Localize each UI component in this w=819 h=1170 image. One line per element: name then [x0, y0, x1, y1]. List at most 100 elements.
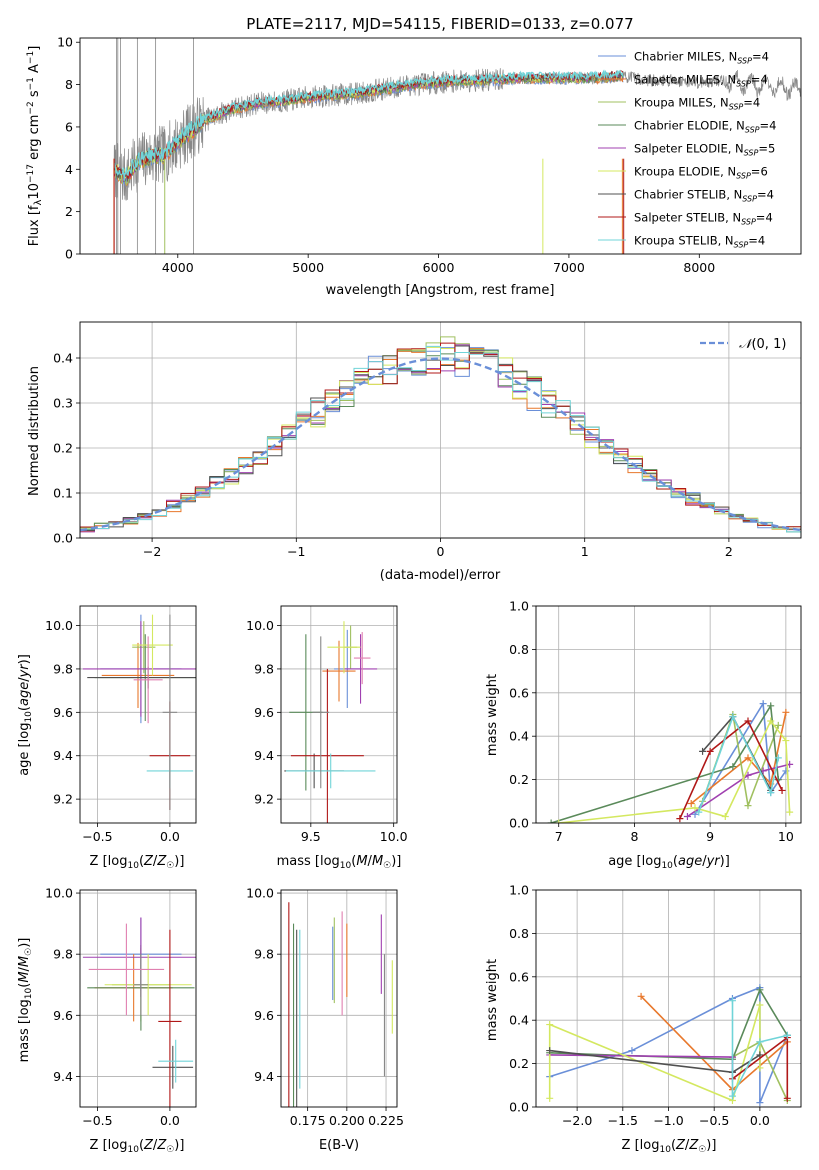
legend-entry-label: Chabrier ELODIE, NSSP=4 — [634, 119, 776, 135]
mass-weight-line — [558, 719, 791, 823]
spectrum-xtick-label: 4000 — [162, 260, 194, 275]
residuals-y-label: Normed distribution — [27, 366, 42, 496]
mass-weight-marker — [546, 1094, 554, 1102]
mass-weight-marker — [782, 708, 790, 716]
spectrum-x-label: wavelength [Angstrom, rest frame] — [326, 283, 555, 298]
legend-entry-ssp: SSP — [745, 126, 760, 135]
mass-weight-marker — [759, 700, 767, 708]
age-vs-mass-x-label: mass [log10(M/M☉)] — [277, 854, 402, 871]
massweight_vs_Z-xtick-label: −1.5 — [608, 1113, 638, 1128]
mass_vs_ebv-ytick-label: 9.8 — [254, 947, 274, 962]
residuals-ytick-label: 0.0 — [53, 531, 73, 546]
massweight_vs_Z-marks — [546, 984, 791, 1107]
massweight-vs-age-axes-frame: 7 8 9 10 0.0 0.2 0.4 0.6 0.8 1.0 — [509, 599, 802, 844]
massweight_vs_Z-ytick-label: 0.0 — [509, 1100, 529, 1115]
legend-entry-nssp: 4 — [760, 73, 767, 87]
age_vs_Z-spines — [79, 605, 197, 824]
massweight_vs_Z-xtick-label: 0.0 — [750, 1113, 770, 1128]
mass-weight-marker — [687, 799, 695, 807]
legend-entry-ssp: SSP — [736, 172, 751, 181]
massweight_vs_age-xtick-label: 9 — [706, 829, 714, 844]
mass_vs_ebv-grid — [281, 890, 397, 1107]
mass-vs-z-x-label: Z [log10(Z/Z☉)] — [90, 1138, 185, 1155]
legend-entry-n: , N — [713, 96, 729, 110]
legend-entry-nssp: 6 — [760, 165, 767, 179]
age_vs_Z-grid — [80, 606, 196, 823]
age-vs-mass-plot-area — [281, 606, 397, 823]
age_vs_Z-marks — [82, 614, 196, 810]
residuals-panel: −2 −1 0 1 2 0.0 0.1 0.2 0.3 0.4 (data-model)/erro… — [27, 321, 802, 583]
spectrum-y-label: Flux [fλ10−17 erg cm−2 s−1 A−1] — [26, 46, 44, 247]
mass-weight-marker — [783, 1094, 791, 1102]
massweight_vs_Z-ytick-label: 1.0 — [509, 883, 529, 898]
mass_vs_Z-xtick-label: −0.5 — [82, 1113, 112, 1128]
normal-curve-line — [80, 357, 801, 532]
massweight_vs_Z-xtick-label: −1.0 — [653, 1113, 683, 1128]
mass-weight-line — [731, 1000, 788, 1097]
mass-weight-marker — [555, 819, 563, 823]
legend-entry-name: Kroupa ELODIE — [634, 165, 720, 179]
legend-entry-eq: = — [751, 165, 761, 179]
residuals-x-label: (data-model)/error — [380, 568, 501, 583]
massweight_vs_age-ytick-label: 0.6 — [509, 685, 529, 700]
mass_vs_Z-ytick-label: 9.6 — [53, 1008, 73, 1023]
legend-entry-eq: = — [758, 142, 768, 156]
mass-weight-marker — [767, 789, 775, 797]
massweight_vs_age-ytick-label: 0.8 — [509, 642, 529, 657]
age_vs_Z-xtick-label: −0.5 — [82, 829, 112, 844]
residuals-xtick-label: 1 — [581, 544, 589, 559]
mass-weight-marker — [628, 1047, 636, 1055]
legend-entry-ssp: SSP — [734, 241, 749, 250]
legend-entry-n: , N — [726, 188, 742, 202]
residuals-plot-area — [80, 322, 801, 539]
legend-entry-n: , N — [721, 50, 737, 64]
mass-weight-marker — [546, 1021, 554, 1029]
massweight_vs_age-ytick-label: 0.2 — [509, 772, 529, 787]
mass-weight-marker — [728, 1092, 736, 1100]
massweight_vs_age-grid — [536, 605, 801, 824]
mass-weight-marker — [756, 986, 764, 994]
age-vs-z-axes-frame: −0.5 0.0 9.2 9.4 9.6 9.8 10.0 — [45, 605, 197, 844]
mass-vs-ebv-axes-frame: 0.175 0.200 0.225 9.4 9.6 9.8 10.0 — [246, 886, 404, 1128]
spectrum-plot-area — [113, 38, 801, 254]
age_vs_mass-ytick-label: 10.0 — [246, 618, 274, 633]
legend-entry-n: , N — [729, 119, 745, 133]
mass-weight-marker — [744, 802, 752, 810]
massweight-vs-z-plot-area — [536, 889, 801, 1108]
legend-entry-nssp: 4 — [753, 96, 760, 110]
legend-entry-eq: = — [756, 211, 766, 225]
legend-entry-name: Salpeter MILES — [634, 73, 720, 87]
mass-weight-marker — [729, 713, 737, 721]
mass-vs-ebv-x-label: E(B-V) — [319, 1138, 359, 1153]
mass-weight-line — [679, 719, 783, 820]
age_vs_Z-ytick-label: 9.8 — [53, 661, 73, 676]
massweight_vs_age-ytick-label: 0.4 — [509, 729, 529, 744]
mass_vs_Z-ytick-label: 10.0 — [45, 886, 73, 901]
spectrum-xtick-label: 7000 — [553, 260, 585, 275]
mass_vs_ebv-ytick-label: 9.6 — [254, 1008, 274, 1023]
age_vs_mass-ytick-label: 9.4 — [254, 748, 274, 763]
residuals-ytick-label: 0.4 — [53, 351, 73, 366]
residuals-ytick-label: 0.3 — [53, 396, 73, 411]
mass-weight-marker — [744, 754, 752, 762]
age_vs_mass-xtick-label: 9.5 — [301, 829, 321, 844]
spectrum-ytick-label: 0 — [65, 247, 73, 262]
legend-entry-nssp: 5 — [768, 142, 775, 156]
age_vs_Z-ytick-label: 9.4 — [53, 748, 73, 763]
residuals-xtick-label: 2 — [725, 544, 733, 559]
mass-weight-marker — [774, 721, 782, 729]
mass-weight-marker — [699, 747, 707, 755]
age-vs-z-y-label: age [log10(age/yr)] — [17, 654, 34, 776]
spectrum-ytick-label: 6 — [65, 119, 73, 134]
massweight_vs_Z-spines — [535, 889, 802, 1108]
legend-entry-nssp: 4 — [762, 50, 769, 64]
massweight_vs_Z-xtick-label: −2.0 — [562, 1113, 592, 1128]
model-spectrum-line — [113, 69, 624, 181]
age_vs_Z-ytick-label: 10.0 — [45, 618, 73, 633]
legend-entry-name: Chabrier ELODIE — [634, 119, 729, 133]
age_vs_mass-grid — [281, 606, 397, 823]
age_vs_Z-ytick-label: 9.2 — [53, 792, 73, 807]
legend-entry-label: Kroupa MILES, NSSP=4 — [634, 96, 760, 112]
massweight_vs_Z-ytick-label: 0.4 — [509, 1013, 529, 1028]
